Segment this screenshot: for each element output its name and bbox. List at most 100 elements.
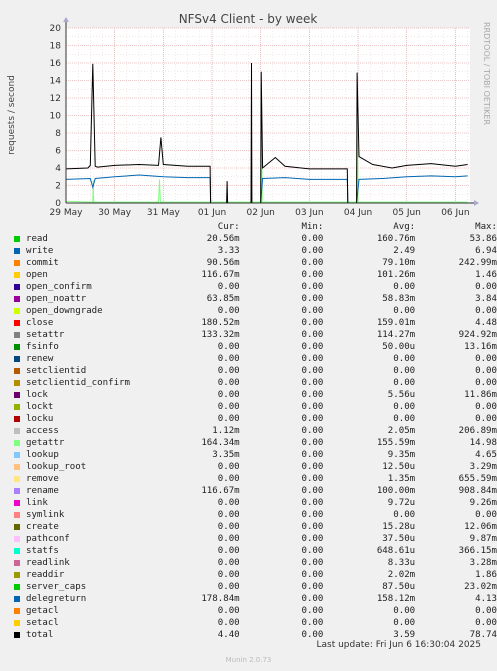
- legend-row: readlink 0.00 0.00 8.33u 3.28m: [10, 557, 497, 569]
- y-tick-label: 20: [50, 24, 62, 34]
- legend-max: 0.00: [475, 510, 497, 520]
- legend-swatch: [14, 247, 20, 254]
- legend-min: 0.00: [301, 606, 324, 616]
- legend-min: 0.00: [301, 354, 324, 364]
- legend-row: total 4.40 0.00 3.59 78.74: [10, 629, 497, 641]
- legend-min: 0.00: [301, 390, 324, 400]
- legend-name: setclientid_confirm: [25, 378, 130, 388]
- legend-swatch: [14, 355, 20, 362]
- legend-name: lookup: [25, 450, 59, 460]
- legend-max: 908.84m: [458, 486, 497, 496]
- legend-cur: 0.00: [217, 342, 240, 352]
- legend-name: read: [25, 234, 48, 244]
- legend-name: symlink: [25, 510, 65, 520]
- legend-avg: 0.00: [393, 510, 416, 520]
- y-tick-labels: 0 2 4 6 8 10 12 14 16 18 20: [50, 24, 62, 209]
- legend-swatch: [14, 319, 20, 326]
- x-tick-label: 02 Jun: [247, 208, 275, 218]
- legend-swatch: [14, 415, 20, 422]
- legend-swatch: [14, 463, 20, 470]
- legend-avg: 50.00u: [382, 342, 416, 352]
- legend-max: 11.86m: [464, 390, 497, 400]
- legend-avg: 1.35m: [387, 474, 416, 484]
- header-avg: Avg:: [393, 222, 416, 232]
- legend-row: lock 0.00 0.00 5.56u 11.86m: [10, 389, 497, 401]
- legend-min: 0.00: [301, 486, 324, 496]
- legend-max: 78.74: [469, 630, 497, 640]
- legend-avg: 0.00: [393, 618, 416, 628]
- legend-row: write 3.33 0.00 2.49 6.94: [10, 245, 497, 257]
- legend-cur: 0.00: [217, 366, 240, 376]
- legend-cur: 0.00: [217, 462, 240, 472]
- legend-name: server_caps: [25, 582, 87, 592]
- legend-row: readdir 0.00 0.00 2.02m 1.86: [10, 569, 497, 581]
- legend-row: commit 90.56m 0.00 79.10m 242.99m: [10, 257, 497, 269]
- legend-avg: 159.01m: [376, 318, 416, 328]
- x-tick-label: 05 Jun: [393, 208, 421, 218]
- y-tick-label: 4: [55, 164, 61, 174]
- legend-header-row: Cur: Min: Avg: Max:: [10, 221, 497, 233]
- legend-swatch: [14, 343, 20, 350]
- legend-avg: 648.61u: [376, 546, 416, 556]
- legend-max: 3.84: [475, 294, 497, 304]
- legend-row: getacl 0.00 0.00 0.00 0.00: [10, 605, 497, 617]
- series-line-write: [65, 174, 468, 204]
- legend-avg: 87.50u: [382, 582, 416, 592]
- legend-max: 0.00: [475, 414, 497, 424]
- legend-avg: 160.76m: [376, 234, 416, 244]
- legend-name: fsinfo: [25, 342, 59, 352]
- legend-row: setacl 0.00 0.00 0.00 0.00: [10, 617, 497, 629]
- legend-name: open: [25, 270, 48, 280]
- legend-cur: 4.40: [217, 630, 240, 640]
- legend-min: 0.00: [301, 438, 324, 448]
- legend-row: lockt 0.00 0.00 0.00 0.00: [10, 401, 497, 413]
- legend-row: delegreturn 178.84m 0.00 158.12m 4.13: [10, 593, 497, 605]
- legend-name: getacl: [25, 606, 59, 616]
- legend-row: setclientid 0.00 0.00 0.00 0.00: [10, 365, 497, 377]
- legend-avg: 2.05m: [387, 426, 416, 436]
- legend-min: 0.00: [301, 510, 324, 520]
- x-tick-label: 06 Jun: [441, 208, 469, 218]
- legend-max: 4.13: [475, 594, 497, 604]
- legend-cur: 0.00: [217, 378, 240, 388]
- legend-swatch: [14, 295, 20, 302]
- y-tick-label: 12: [50, 94, 61, 104]
- legend-avg: 9.35m: [387, 450, 416, 460]
- legend-cur: 0.00: [217, 402, 240, 412]
- legend-min: 0.00: [301, 306, 324, 316]
- legend-avg: 155.59m: [376, 438, 416, 448]
- header-cur: Cur:: [217, 222, 240, 232]
- legend-cur: 133.32m: [201, 330, 240, 340]
- legend-name: statfs: [25, 546, 59, 556]
- legend-cur: 0.00: [217, 498, 240, 508]
- legend-name: create: [25, 522, 59, 532]
- legend-max: 0.00: [475, 378, 497, 388]
- y-axis-arrow: [63, 17, 69, 22]
- munin-version: Munin 2.0.73: [225, 656, 272, 664]
- legend-swatch: [14, 631, 20, 638]
- legend-name: link: [25, 498, 48, 508]
- legend-row: open_downgrade 0.00 0.00 0.00 0.00: [10, 305, 497, 317]
- legend-max: 0.00: [475, 366, 497, 376]
- legend-avg: 79.10m: [382, 258, 416, 268]
- legend-row: remove 0.00 0.00 1.35m 655.59m: [10, 473, 497, 485]
- legend-swatch: [14, 547, 20, 554]
- legend-avg: 0.00: [393, 414, 416, 424]
- legend-name: open_confirm: [25, 282, 92, 292]
- legend-name: lockt: [25, 402, 54, 412]
- legend-cur: 3.35m: [212, 450, 240, 460]
- legend-swatch: [14, 367, 20, 374]
- legend-avg: 12.50u: [382, 462, 416, 472]
- legend-name: setclientid: [25, 366, 87, 376]
- axes: [63, 17, 479, 206]
- legend-avg: 114.27m: [376, 330, 416, 340]
- x-tick-label: 04 Jun: [344, 208, 372, 218]
- legend-row: lookup 3.35m 0.00 9.35m 4.65: [10, 449, 497, 461]
- legend-cur: 116.67m: [201, 486, 240, 496]
- legend-avg: 2.49: [393, 246, 416, 256]
- legend-name: commit: [25, 258, 59, 268]
- legend-name: remove: [25, 474, 59, 484]
- legend-name: lock: [25, 390, 48, 400]
- legend-max: 53.86: [469, 234, 497, 244]
- legend-max: 1.46: [475, 270, 497, 280]
